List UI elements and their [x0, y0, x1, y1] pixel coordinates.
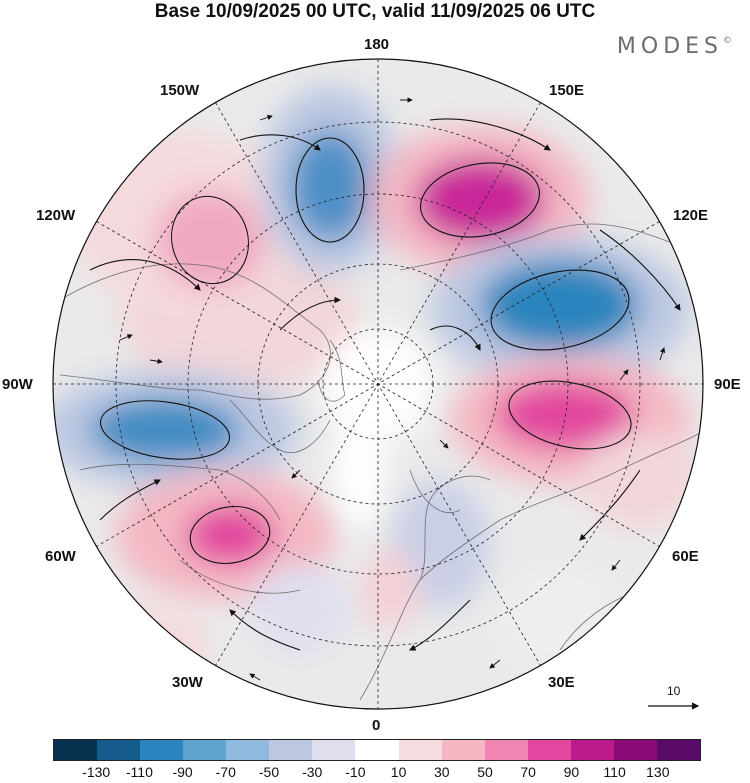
- colorbar-bin: [484, 740, 528, 760]
- colorbar-bin: [398, 740, 442, 760]
- colorbar-tick-label: -130: [82, 764, 111, 780]
- copyright-mark: ©: [723, 36, 732, 46]
- brand-name: MODES: [616, 34, 723, 59]
- modes-logo: MODES©: [617, 34, 732, 59]
- colorbar-bin: [441, 740, 485, 760]
- colorbar-tick-label: 30: [434, 764, 450, 780]
- map-boundary: [52, 58, 704, 710]
- colorbar: [53, 739, 701, 761]
- colorbar-tick-label: -70: [215, 764, 236, 780]
- label-180: 180: [364, 36, 390, 53]
- reference-vector-label: 10: [667, 684, 681, 698]
- label-120w: 120W: [36, 207, 76, 224]
- colorbar-bin: [183, 740, 227, 760]
- colorbar-bin: [570, 740, 614, 760]
- polar-map: [52, 58, 704, 710]
- colorbar-bin: [527, 740, 571, 760]
- label-30e: 30E: [548, 674, 575, 691]
- label-150w: 150W: [160, 82, 200, 99]
- colorbar-bin: [656, 740, 700, 760]
- colorbar-tick-label: -10: [345, 764, 366, 780]
- colorbar-bin: [312, 740, 356, 760]
- colorbar-tick-label: -30: [302, 764, 323, 780]
- colorbar-bin: [613, 740, 657, 760]
- colorbar-bin: [140, 740, 184, 760]
- anomaly-field: [53, 85, 700, 695]
- colorbar-bin: [97, 740, 141, 760]
- label-60e: 60E: [672, 548, 699, 565]
- colorbar-tick-label: 70: [520, 764, 536, 780]
- colorbar-tick-label: 10: [390, 764, 407, 780]
- colorbar-ticks: -130 -110 -90 -70 -50 -30 -10 10 30 50 70 90 110 130: [0, 764, 750, 782]
- colorbar-tick-label: 50: [477, 764, 493, 780]
- graticule: [53, 59, 703, 709]
- colorbar-bin: [226, 740, 270, 760]
- streamlines: [89, 118, 681, 651]
- map-title: Base 10/09/2025 00 UTC, valid 11/09/2025…: [154, 1, 596, 22]
- map-disk: [53, 59, 703, 709]
- label-90e: 90E: [714, 376, 741, 393]
- label-120e: 120E: [673, 207, 709, 224]
- label-90w: 90W: [2, 376, 33, 393]
- colorbar-tick-label: -110: [125, 764, 153, 780]
- label-60w: 60W: [45, 548, 76, 565]
- label-30w: 30W: [172, 674, 203, 691]
- colorbar-tick-label: 130: [646, 764, 670, 780]
- colorbar-tick-label: -90: [172, 764, 193, 780]
- colorbar-tick-label: 110: [603, 764, 626, 780]
- colorbar-tick-label: -50: [258, 764, 280, 780]
- label-150e: 150E: [549, 82, 585, 99]
- colorbar-tick-label: 90: [563, 764, 580, 780]
- colorbar-bin: [54, 740, 98, 760]
- colorbar-bin: [355, 740, 399, 760]
- label-0: 0: [372, 717, 381, 734]
- colorbar-bin: [269, 740, 313, 760]
